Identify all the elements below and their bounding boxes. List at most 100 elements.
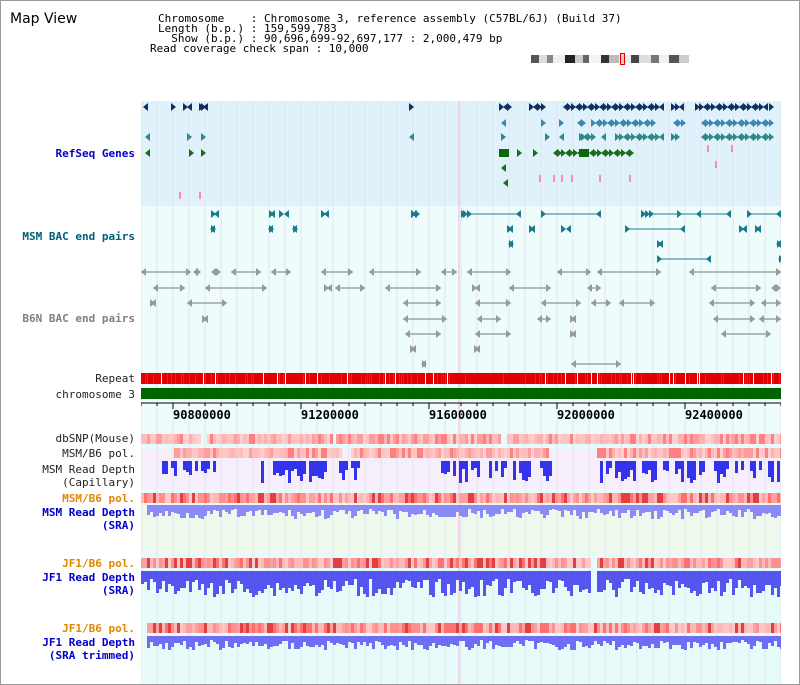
heat-cell: [183, 623, 186, 633]
bac-end: [321, 210, 326, 218]
depth-bar: [297, 636, 300, 649]
bac-end: [597, 268, 602, 276]
heat-cell: [504, 493, 507, 503]
gene-arrow: [517, 149, 522, 157]
depth-bar: [231, 636, 234, 648]
heat-cell: [543, 434, 546, 444]
bac-end: [596, 284, 601, 292]
depth-bar: [480, 636, 483, 640]
msm-bac-label[interactable]: MSM BAC end pairs: [22, 230, 135, 243]
gene-arrow: [593, 149, 598, 157]
depth-bar: [288, 505, 291, 510]
depth-bar: [423, 636, 426, 649]
depth-bar: [180, 505, 183, 518]
depth-bar: [324, 636, 327, 650]
heat-cell: [201, 493, 204, 503]
heat-cell: [387, 448, 390, 458]
gene-arrow: [631, 119, 636, 127]
heat-cell: [573, 493, 576, 503]
heat-cell: [534, 493, 537, 503]
repeat-stripe: [161, 373, 162, 384]
map-view-title: Map View: [10, 11, 78, 27]
gene-block: [499, 149, 509, 157]
heat-cell: [303, 623, 306, 633]
heat-cell: [201, 623, 204, 633]
bac-end: [268, 225, 273, 233]
depth-bar: [567, 636, 570, 644]
tracks-canvas[interactable]: [141, 91, 781, 684]
genome-tracks[interactable]: [141, 91, 781, 684]
depth-bar: [687, 636, 690, 642]
heat-cell: [414, 623, 417, 633]
depth-bar: [273, 505, 276, 513]
heat-cell: [240, 493, 243, 503]
depth-bar: [435, 505, 438, 515]
repeat-stripe: [587, 373, 588, 384]
jf1-b6-pol-2-track: [147, 623, 781, 633]
depth-bar: [753, 571, 756, 585]
heat-cell: [324, 434, 327, 444]
gene-arrow: [743, 103, 748, 111]
bac-end: [205, 284, 210, 292]
bac-end: [658, 240, 663, 248]
depth-bar: [207, 636, 210, 647]
depth-bar: [753, 636, 756, 646]
heat-cell: [375, 558, 378, 568]
depth-bar: [756, 636, 759, 641]
heat-cell: [216, 434, 219, 444]
depth-bar: [615, 571, 618, 597]
bac-end: [508, 225, 513, 233]
bac-end: [422, 360, 427, 368]
depth-bar: [492, 571, 495, 581]
depth-bar: [375, 636, 378, 641]
heat-cell: [480, 448, 483, 458]
depth-bar: [372, 505, 375, 511]
repeat-stripe: [317, 373, 318, 384]
heat-cell: [585, 558, 588, 568]
depth-bar: [447, 505, 450, 517]
gene-arrow: [639, 133, 644, 141]
heat-cell: [513, 558, 516, 568]
b6n-bac-label[interactable]: B6N BAC end pairs: [22, 312, 135, 325]
chromosome-ideogram[interactable]: [531, 55, 689, 63]
gene-arrow: [201, 133, 206, 141]
depth-bar: [630, 505, 633, 518]
heat-cell: [240, 558, 243, 568]
heat-cell: [705, 448, 708, 458]
depth-bar: [171, 505, 174, 512]
heat-cell: [369, 493, 372, 503]
heat-cell: [384, 434, 387, 444]
refseq-genes-label[interactable]: RefSeq Genes: [55, 147, 135, 160]
heat-cell: [249, 493, 252, 503]
heat-cell: [249, 434, 252, 444]
heat-cell: [270, 623, 273, 633]
heat-cell: [306, 558, 309, 568]
heat-cell: [654, 448, 657, 458]
gene-arrow: [647, 103, 652, 111]
repeat-stripe: [189, 373, 190, 384]
depth-bar: [528, 461, 531, 477]
heat-cell: [357, 493, 360, 503]
depth-bar: [735, 505, 738, 517]
heat-cell: [450, 448, 453, 458]
heat-cell: [543, 493, 546, 503]
depth-bar: [705, 571, 708, 582]
heat-cell: [750, 558, 753, 568]
heat-cell: [771, 623, 774, 633]
depth-bar: [501, 571, 504, 596]
heat-cell: [297, 434, 300, 444]
heat-cell: [408, 623, 411, 633]
heat-cell: [462, 558, 465, 568]
depth-bar: [606, 461, 609, 474]
repeat-label: Repeat: [95, 372, 135, 385]
repeat-stripe: [399, 373, 400, 384]
depth-bar: [324, 461, 327, 472]
depth-bar: [285, 636, 288, 641]
heat-cell: [282, 493, 285, 503]
heat-cell: [312, 448, 315, 458]
heat-cell: [741, 623, 744, 633]
heat-cell: [684, 434, 687, 444]
heat-cell: [408, 448, 411, 458]
depth-bar: [465, 461, 468, 482]
bac-end: [210, 225, 215, 233]
